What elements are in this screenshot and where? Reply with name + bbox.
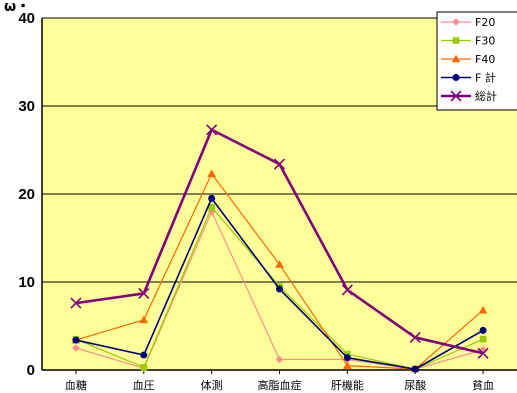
data-point: [343, 361, 352, 369]
y-tick-label: 30: [18, 98, 35, 115]
data-point: [275, 355, 284, 364]
data-point: [140, 351, 148, 359]
data-point: [72, 344, 80, 352]
series-総計: [70, 124, 489, 359]
data-point: [207, 169, 216, 178]
data-point: [479, 326, 487, 334]
legend-marker: [452, 74, 460, 81]
legend-marker: [452, 18, 460, 26]
data-point: [344, 350, 351, 358]
legend-label: 総計: [475, 89, 497, 103]
series-lines: [70, 124, 489, 373]
data-point: [275, 260, 284, 268]
series-F 計: [72, 194, 487, 373]
y-tick-label: 10: [18, 274, 35, 291]
data-point: [206, 124, 218, 136]
x-tick-label: 体測: [201, 378, 223, 392]
data-point: [140, 364, 148, 371]
legend-label: F 計: [475, 71, 496, 85]
data-point: [72, 336, 80, 344]
axes: 0 10 20 30 40 血糖 血圧 体測 高脂血症 肝機能 尿酸 貧血: [18, 10, 517, 392]
legend-item: 総計: [441, 89, 497, 103]
x-tick-label: 貧血: [472, 378, 494, 392]
y-tick-label: 20: [18, 186, 35, 203]
data-point: [479, 335, 487, 343]
x-tick-label: 高脂血症: [258, 378, 302, 392]
data-point: [139, 315, 149, 324]
x-tick-label: 血圧: [133, 378, 155, 392]
y-tick-label: 40: [18, 10, 35, 27]
data-point: [477, 347, 489, 359]
chart-title: ω・: [4, 0, 30, 15]
legend: F20 F30 F40 F 計総計: [436, 11, 517, 111]
x-tick-label: 肝機能: [331, 378, 364, 392]
data-point: [343, 354, 351, 362]
legend-box: [436, 11, 517, 111]
data-point: [70, 297, 82, 309]
data-point: [341, 284, 353, 296]
data-point: [478, 305, 488, 314]
legend-marker: [450, 90, 462, 102]
data-point: [208, 203, 215, 211]
x-tick-label: 血糖: [65, 378, 87, 392]
legend-label: F30: [475, 35, 495, 48]
x-tick-label: 尿酸: [404, 378, 426, 392]
data-point: [276, 285, 283, 293]
legend-item: F30: [441, 35, 495, 48]
data-point: [411, 365, 419, 373]
legend-label: F40: [475, 53, 495, 66]
legend-marker: [451, 54, 461, 63]
data-point: [409, 331, 421, 344]
data-point: [208, 194, 216, 202]
data-point: [138, 287, 150, 300]
legend-label: F20: [475, 16, 495, 29]
data-point: [273, 158, 286, 170]
y-tick-label: 0: [27, 362, 35, 379]
legend-item: F40: [441, 53, 495, 66]
legend-item: F20: [441, 16, 495, 29]
legend-item: F 計: [441, 71, 496, 85]
legend-marker: [452, 37, 460, 44]
